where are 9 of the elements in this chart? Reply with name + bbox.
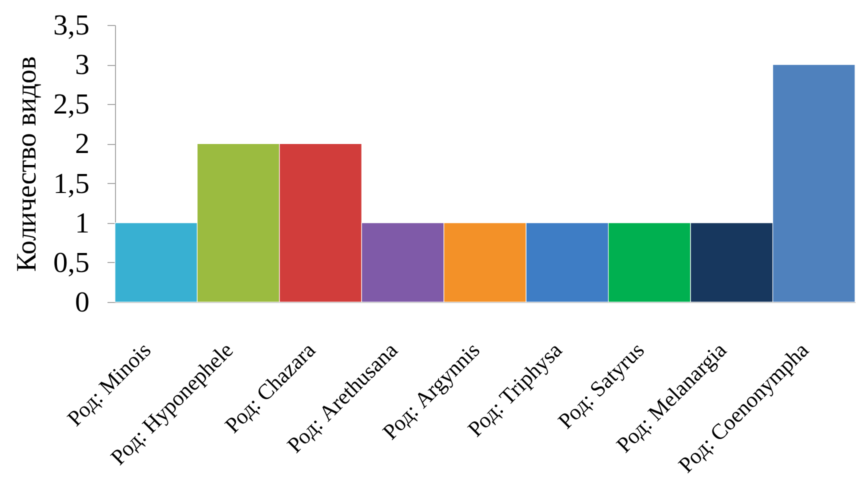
y-tick-label: 1,5 — [53, 168, 90, 200]
y-axis-title: Количество видов — [11, 56, 42, 272]
y-tick-label: 2 — [75, 128, 90, 160]
y-tick-label: 0,5 — [53, 246, 90, 279]
y-tick-label: 2,5 — [53, 88, 90, 121]
y-tick-label: 0 — [75, 286, 90, 318]
y-tick-label: 1 — [75, 207, 90, 240]
y-tick-label: 3,5 — [53, 10, 90, 42]
y-tick-label: 3 — [75, 49, 90, 82]
